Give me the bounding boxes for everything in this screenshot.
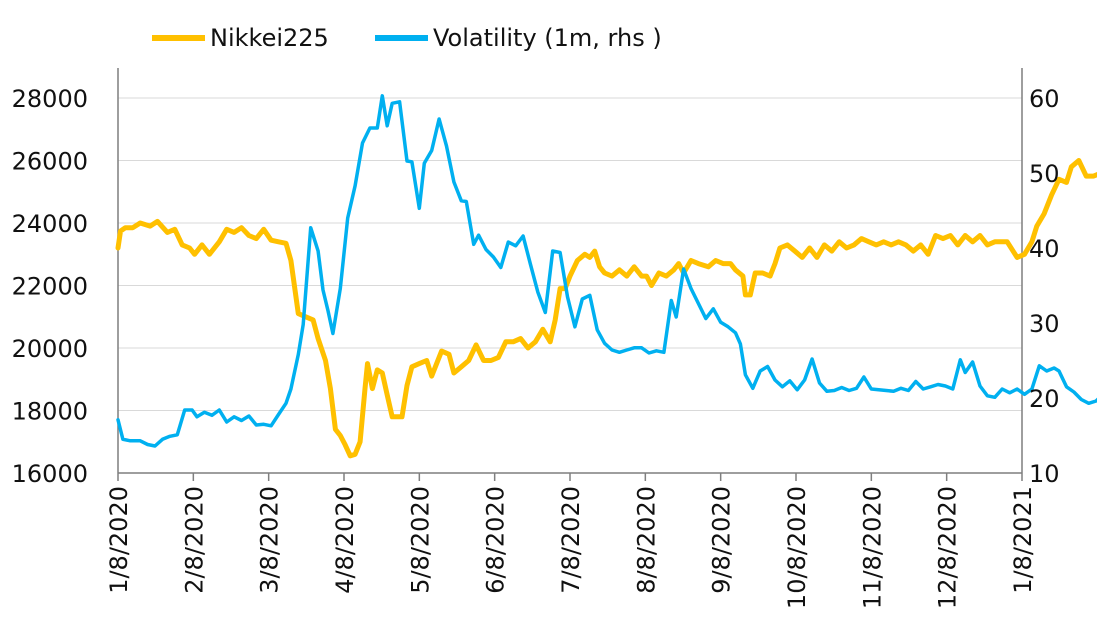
x-tick-label: 1/8/2021 [1009,486,1037,594]
y-tick-label-right: 30 [1029,310,1060,338]
y-tick-label-right: 60 [1029,85,1060,113]
y-tick-label-left: 20000 [12,335,88,363]
axes [117,68,1023,481]
gridlines [118,97,1022,411]
legend: Nikkei225 Volatility (1m, rhs ) [152,24,662,52]
x-tick-label: 12/8/2020 [934,486,962,609]
legend-label-volatility: Volatility (1m, rhs ) [433,24,662,52]
series-layer [115,94,1097,459]
y-tick-label-left: 22000 [12,273,88,301]
y-tick-label-right: 10 [1029,460,1060,488]
x-tick-label: 3/8/2020 [256,486,284,594]
y-tick-label-right: 20 [1029,385,1060,413]
y-tick-label-left: 24000 [12,210,88,238]
x-tick-label: 1/8/2020 [105,486,133,594]
y-tick-label-left: 28000 [12,85,88,113]
y-tick-label-left: 18000 [12,398,88,426]
x-tick-label: 6/8/2020 [482,486,510,594]
x-axis: 1/8/2020 2/8/2020 3/8/2020 4/8/2020 5/8/2020… [105,486,1037,609]
legend-label-nikkei225: Nikkei225 [210,24,329,52]
series-line-nikkei225 [115,158,1097,459]
x-tick-label: 7/8/2020 [557,486,585,594]
x-tick-label: 10/8/2020 [783,486,811,609]
y-tick-label-left: 16000 [12,460,88,488]
y-tick-label-left: 26000 [12,148,88,176]
y-axis-left: 16000 18000 20000 22000 24000 26000 28000 [12,85,88,488]
x-tick-label: 2/8/2020 [180,486,208,594]
x-tick-label: 11/8/2020 [858,486,886,609]
y-tick-label-right: 40 [1029,235,1060,263]
y-axis-right: 10 20 30 40 50 60 [1029,85,1060,488]
series-line-volatility [116,94,1097,448]
x-tick-label: 8/8/2020 [632,486,660,594]
x-tick-label: 5/8/2020 [406,486,434,594]
x-tick-label: 9/8/2020 [708,486,736,594]
x-tick-label: 4/8/2020 [331,486,359,594]
y-tick-label-right: 50 [1029,160,1060,188]
